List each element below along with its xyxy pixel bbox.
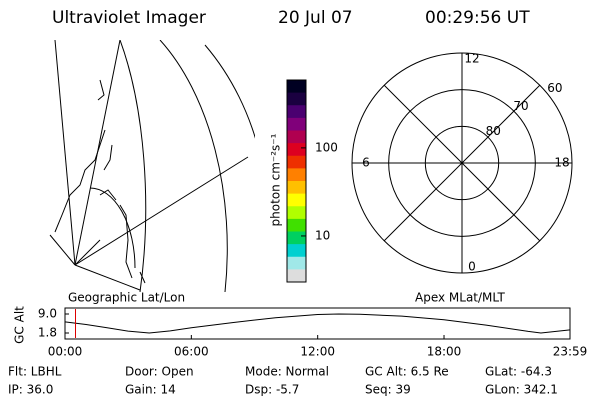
colorbar-segment [287,92,306,106]
info-item: Mode: Normal [245,365,329,379]
info-item: Flt: LBHL [8,365,62,379]
mlt-label: 12 [464,52,479,66]
x-tick-label: 06:00 [174,345,209,359]
lon-line [74,264,141,291]
info-item: Dsp: -5.7 [245,383,299,397]
mlt-label: 18 [554,156,569,170]
map-label: Geographic Lat/Lon [68,291,185,305]
info-item: GC Alt: 6.5 Re [365,365,449,379]
lon-line [49,234,76,266]
colorbar-tick-label: 100 [315,140,338,154]
time: 00:29:56 UT [425,8,530,28]
info-item: IP: 36.0 [8,383,53,397]
x-tick-label: 23:59 [553,345,588,359]
colorbar-segment [287,155,306,169]
timeline-frame [64,307,571,340]
colorbar-segment [287,218,306,232]
colorbar-segment [287,256,306,270]
ring-label: 60 [547,81,562,95]
lat-line [159,40,228,292]
colorbar-segment [287,231,306,245]
lat-line [204,44,255,139]
date: 20 Jul 07 [278,8,353,28]
timeline-ylabel: GC Alt [13,306,27,344]
colorbar-frame [286,79,307,283]
title: Ultraviolet Imager [52,8,206,28]
mlt-line [383,84,541,242]
colorbar-segment [287,143,306,157]
x-tick-label: 12:00 [300,345,335,359]
colorbar-segment [287,130,306,144]
colorbar-segment [287,181,306,195]
lon-line [54,40,76,266]
mlt-label: 6 [362,156,370,170]
mlt-label: 0 [468,260,476,274]
colorbar-segment [287,269,306,283]
ring-label: 70 [513,99,528,113]
colorbar-segment [287,244,306,258]
info-item: GLat: -64.3 [485,365,552,379]
colorbar-segment [287,105,306,119]
geo-map [49,40,255,292]
x-tick-label: 00:00 [48,345,83,359]
info-item: Door: Open [125,365,194,379]
y-tick-label: 9.0 [38,307,57,321]
colorbar-segment [287,206,306,220]
x-tick-label: 18:00 [427,345,462,359]
colorbar-segment [287,117,306,131]
colorbar-tick-label: 10 [315,228,330,242]
lat-line [89,187,136,269]
info-item: Gain: 14 [125,383,176,397]
y-tick-label: 1.8 [38,326,57,340]
lon-line [74,156,249,266]
lon-line [74,239,101,266]
lat-line [119,40,147,292]
colorbar-label: photon cm⁻²s⁻¹ [269,133,283,226]
altitude-curve [64,313,571,334]
colorbar-segment [287,193,306,207]
colorbar-segment [287,80,306,94]
polar-label: Apex MLat/MLT [415,291,505,305]
coastline [54,79,146,284]
colorbar-segment [287,168,306,182]
info-item: Seq: 39 [365,383,411,397]
info-item: GLon: 342.1 [485,383,558,397]
